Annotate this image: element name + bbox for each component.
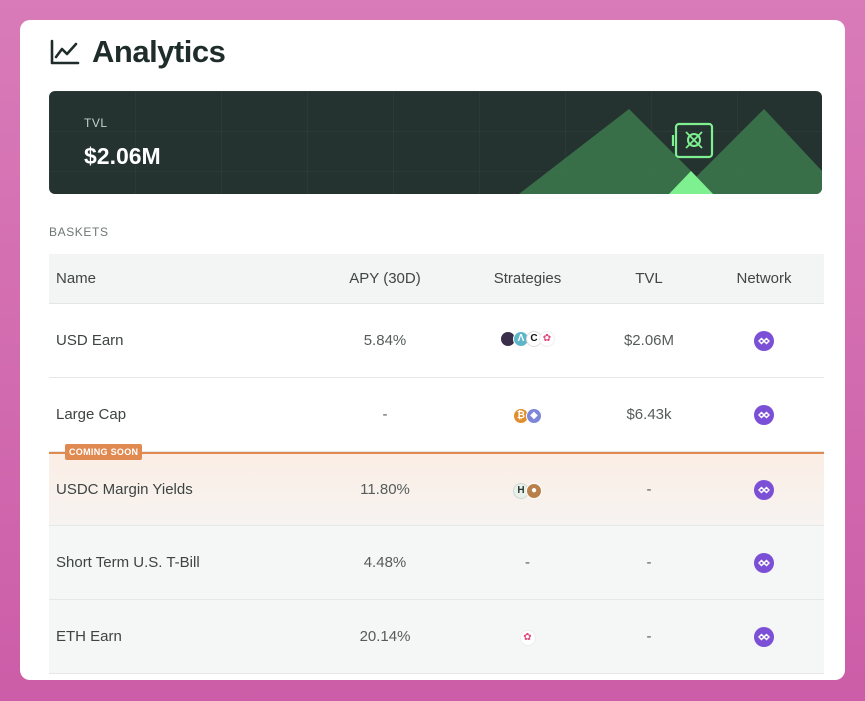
basket-strategies: - (525, 554, 530, 571)
page-header: Analytics (50, 32, 226, 72)
polygon-icon (754, 404, 774, 425)
basket-strategies: Λ C ✿ (461, 330, 594, 351)
basket-strategies: H ● (461, 480, 594, 499)
basket-strategies: ✿ (461, 627, 594, 646)
protocol-d-icon: ✿ (519, 629, 536, 646)
chart-line-icon (50, 36, 82, 68)
coming-soon-badge: COMING SOON (65, 444, 143, 460)
basket-tvl: $2.06M (623, 332, 675, 349)
basket-strategies: ₿ ◆ (461, 405, 594, 424)
basket-name: USDC Margin Yields (56, 481, 193, 498)
basket-tvl: - (646, 554, 652, 571)
baskets-table: Name APY (30D) Strategies TVL Network US… (49, 254, 824, 674)
basket-apy: - (382, 406, 388, 423)
table-row[interactable]: COMING SOON USDC Margin Yields 11.80% H … (49, 444, 824, 526)
vault-icon (671, 122, 714, 159)
column-header-name: Name (56, 270, 97, 287)
basket-tvl: - (646, 481, 652, 498)
column-header-network: Network (736, 270, 792, 287)
polygon-icon (754, 552, 774, 573)
analytics-card: Analytics TVL $2.06M BASKETS Name APY (3… (20, 20, 845, 680)
tvl-banner: TVL $2.06M (49, 91, 822, 194)
polygon-icon (754, 330, 774, 351)
protocol-d-icon: ✿ (539, 330, 555, 347)
tvl-value: $2.06M (84, 143, 161, 169)
tvl-label: TVL (84, 116, 108, 130)
column-header-strategies: Strategies (493, 270, 562, 287)
page-title: Analytics (92, 34, 226, 69)
basket-name: Short Term U.S. T-Bill (56, 554, 200, 571)
polygon-icon (754, 626, 774, 647)
basket-network (704, 479, 824, 500)
basket-apy: 11.80% (360, 481, 410, 498)
basket-name: Large Cap (56, 406, 127, 423)
table-header: Name APY (30D) Strategies TVL Network (49, 254, 824, 304)
column-header-tvl: TVL (635, 270, 663, 287)
pancake-icon: ● (526, 482, 542, 499)
basket-network (704, 626, 824, 647)
basket-tvl: - (646, 628, 652, 645)
table-row[interactable]: USD Earn 5.84% Λ C ✿ $2.06M (49, 304, 824, 378)
basket-apy: 20.14% (359, 628, 411, 645)
basket-tvl: $6.43k (626, 406, 672, 423)
basket-network (704, 552, 824, 573)
polygon-icon (754, 479, 774, 500)
basket-apy: 4.48% (363, 554, 407, 571)
ethereum-icon: ◆ (526, 407, 542, 424)
basket-name: USD Earn (56, 332, 124, 349)
table-row[interactable]: ETH Earn 20.14% ✿ - (49, 600, 824, 674)
basket-name: ETH Earn (56, 628, 122, 645)
baskets-section-label: BASKETS (49, 225, 109, 239)
basket-apy: 5.84% (363, 332, 407, 349)
banner-decoration (519, 109, 822, 194)
basket-network (704, 330, 824, 351)
table-row[interactable]: Short Term U.S. T-Bill 4.48% - - (49, 526, 824, 600)
column-header-apy: APY (30D) (349, 270, 421, 287)
table-row[interactable]: Large Cap - ₿ ◆ $6.43k (49, 378, 824, 452)
basket-network (704, 404, 824, 425)
